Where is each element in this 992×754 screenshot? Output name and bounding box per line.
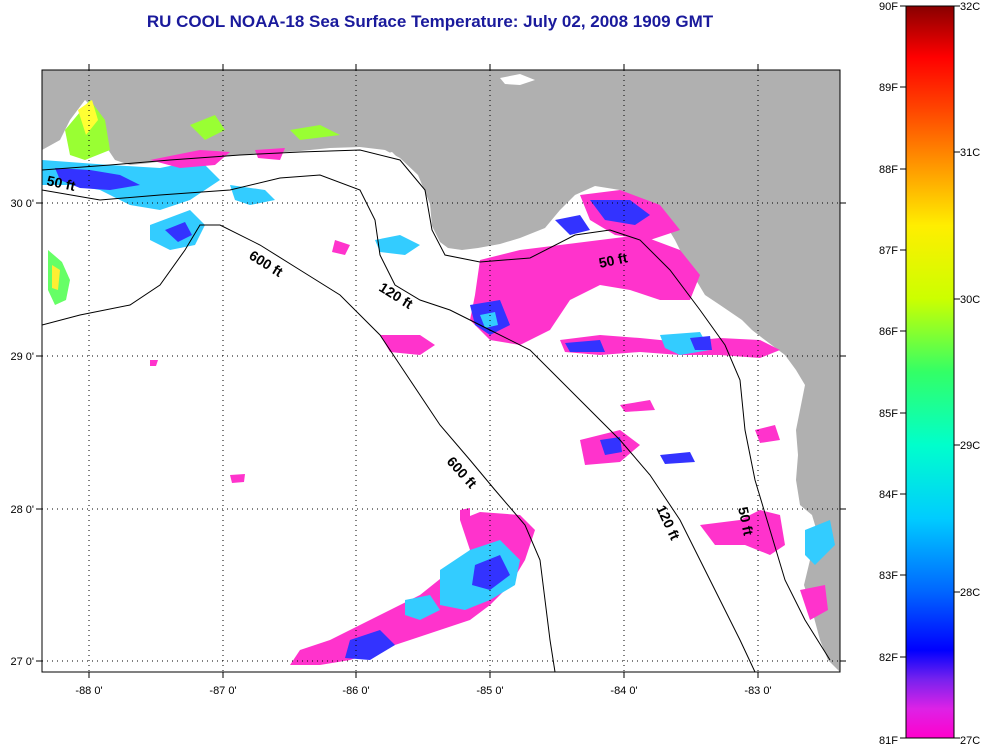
colorbar-c-label: 30C bbox=[960, 294, 980, 306]
map-plot-area: 50 ft 600 ft 120 ft 50 ft 600 ft 120 ft … bbox=[42, 70, 840, 672]
lon-label: -87 0' bbox=[209, 685, 236, 697]
map-title: RU COOL NOAA-18 Sea Surface Temperature:… bbox=[146, 12, 714, 31]
sst-data-patches bbox=[42, 100, 835, 665]
colorbar-f-label: 84F bbox=[879, 489, 898, 501]
colorbar-f-label: 90F bbox=[879, 1, 898, 13]
colorbar-gradient bbox=[905, 5, 955, 739]
colorbar-c-label: 29C bbox=[960, 440, 980, 452]
contour-label-50ft-south: 50 ft bbox=[735, 505, 757, 537]
lon-label: -83 0' bbox=[744, 685, 771, 697]
lat-label: 30 0' bbox=[10, 198, 34, 210]
colorbar-f-label: 82F bbox=[879, 652, 898, 664]
colorbar-c-label: 28C bbox=[960, 587, 980, 599]
graticule-grid bbox=[42, 70, 840, 672]
bay-inlet bbox=[500, 74, 535, 85]
contour-label-50ft-east: 50 ft bbox=[597, 249, 629, 271]
frame-ticks bbox=[36, 64, 846, 678]
colorbar-f-label: 81F bbox=[879, 735, 898, 747]
colorbar-c-label: 32C bbox=[960, 1, 980, 13]
colorbar-f-label: 83F bbox=[879, 570, 898, 582]
colorbar-f-label: 85F bbox=[879, 408, 898, 420]
colorbar-f-label: 86F bbox=[879, 326, 898, 338]
colorbar-c-label: 27C bbox=[960, 735, 980, 747]
lon-label: -86 0' bbox=[342, 685, 369, 697]
colorbar-f-label: 87F bbox=[879, 245, 898, 257]
land-mass bbox=[42, 70, 840, 672]
colorbar-c-label: 31C bbox=[960, 147, 980, 159]
lat-label: 28 0' bbox=[10, 504, 34, 516]
colorbar: 90F 89F 88F 87F 86F 85F 84F 83F 82F 81F … bbox=[879, 1, 980, 747]
lat-label: 29 0' bbox=[10, 351, 34, 363]
colorbar-f-label: 89F bbox=[879, 82, 898, 94]
lat-label: 27 0' bbox=[10, 656, 34, 668]
lon-label: -85 0' bbox=[476, 685, 503, 697]
lon-label: -88 0' bbox=[75, 685, 102, 697]
contour-label-50ft-west: 50 ft bbox=[45, 172, 77, 194]
lon-label: -84 0' bbox=[610, 685, 637, 697]
isobath-lines bbox=[42, 149, 831, 672]
colorbar-f-label: 88F bbox=[879, 164, 898, 176]
map-frame bbox=[41, 69, 841, 673]
